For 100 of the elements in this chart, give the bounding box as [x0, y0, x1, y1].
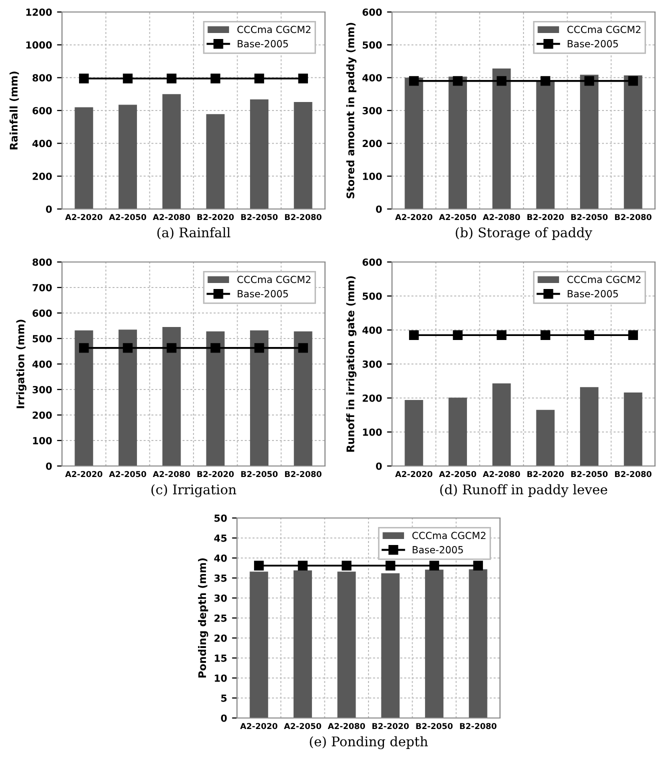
bar — [294, 102, 312, 209]
y-tick-label: 200 — [32, 411, 52, 419]
y-tick-label: 100 — [363, 428, 382, 436]
x-tick-label: A2-2020 — [65, 471, 102, 478]
x-tick-label: B2-2020 — [527, 471, 564, 478]
y-tick-label: 200 — [32, 172, 52, 180]
y-tick-label: 600 — [362, 258, 382, 266]
x-tick-label: A2-2020 — [395, 471, 432, 478]
y-tick-label: 800 — [32, 74, 52, 82]
y-tick-label: 0 — [220, 714, 227, 722]
legend-label: Base-2005 — [412, 546, 463, 554]
x-tick-label: B2-2020 — [197, 471, 234, 478]
x-tick-label: A2-2050 — [108, 214, 146, 220]
y-tick-label: 500 — [362, 292, 382, 300]
y-axis-title: Rainfall (mm) — [10, 72, 19, 150]
x-tick-label: A2-2050 — [284, 723, 322, 730]
y-tick-label: 400 — [32, 140, 52, 148]
bar — [162, 94, 181, 209]
y-tick-label: 40 — [214, 554, 227, 562]
x-tick-label: B2-2050 — [416, 723, 453, 730]
x-tick-label: B2-2080 — [460, 723, 496, 730]
y-tick-label: 0 — [46, 462, 52, 470]
y-tick-label: 100 — [363, 172, 382, 180]
y-tick-label: 700 — [32, 284, 52, 292]
x-tick-label: A2-2020 — [395, 214, 432, 220]
text: (e) Ponding depth — [310, 736, 428, 750]
y-tick-label: 50 — [214, 514, 227, 522]
legend-label: CCCma CGCM2 — [412, 532, 486, 540]
x-tick-label: B2-2080 — [615, 471, 652, 478]
y-tick-label: 100 — [33, 436, 52, 444]
y-tick-label: 1200 — [26, 8, 52, 16]
y-tick-label: 400 — [32, 360, 52, 368]
x-tick-label: A2-2080 — [482, 471, 520, 478]
bar — [448, 76, 467, 209]
legend-label: CCCma CGCM2 — [567, 276, 640, 284]
y-tick-label: 30 — [214, 594, 227, 602]
x-tick-label: B2-2050 — [241, 471, 278, 478]
y-tick-label: 25 — [214, 614, 227, 622]
y-tick-label: 0 — [376, 205, 382, 213]
y-tick-label: 15 — [214, 654, 227, 662]
bar — [580, 74, 598, 209]
x-tick-label: B2-2050 — [571, 214, 608, 220]
y-tick-label: 45 — [214, 534, 227, 542]
y-tick-label: 200 — [362, 394, 382, 402]
bar — [118, 104, 137, 209]
x-tick-label: B2-2020 — [372, 723, 409, 730]
x-tick-label: A2-2020 — [240, 723, 278, 730]
text: (a) Rainfall — [157, 227, 230, 240]
legend-label: Base-2005 — [568, 290, 618, 298]
x-tick-label: A2-2050 — [438, 214, 476, 220]
y-tick-label: 600 — [32, 309, 52, 317]
bar — [536, 80, 555, 209]
y-tick-label: 300 — [362, 360, 382, 368]
y-tick-label: 200 — [362, 140, 382, 148]
y-tick-label: 20 — [214, 634, 227, 642]
legend-label: Base-2005 — [568, 40, 618, 48]
text: (d) Runoff in paddy levee — [440, 484, 608, 498]
legend-label: Base-2005 — [238, 290, 288, 298]
text: (c) Irrigation — [151, 484, 236, 498]
legend-label: CCCma CGCM2 — [567, 26, 640, 34]
x-tick-label: B2-2020 — [197, 214, 234, 220]
y-tick-label: 300 — [32, 386, 52, 394]
x-tick-label: B2-2080 — [615, 214, 652, 220]
bar — [448, 398, 467, 466]
legend-label: CCCma CGCM2 — [237, 26, 310, 34]
y-tick-label: 5 — [221, 694, 227, 702]
bar — [404, 400, 424, 466]
x-tick-label: B2-2050 — [571, 471, 608, 478]
text: (b) Storage of paddy — [456, 227, 592, 240]
x-tick-label: A2-2080 — [152, 471, 190, 478]
x-tick-label: A2-2080 — [152, 214, 190, 220]
bar — [624, 392, 642, 466]
y-tick-label: 500 — [32, 334, 52, 342]
x-tick-label: A2-2050 — [438, 471, 476, 478]
y-tick-label: 0 — [46, 205, 52, 213]
y-tick-label: 800 — [32, 258, 52, 266]
legend-label: Base-2005 — [238, 40, 288, 48]
bar — [206, 114, 225, 209]
y-tick-label: 1000 — [26, 41, 52, 49]
bar — [624, 75, 642, 209]
x-tick-label: B2-2020 — [527, 214, 564, 220]
y-axis-title: Irrigation (mm) — [16, 320, 26, 408]
y-tick-label: 35 — [214, 574, 227, 582]
x-tick-label: A2-2020 — [65, 214, 102, 220]
x-tick-label: A2-2080 — [328, 723, 365, 730]
y-tick-label: 300 — [362, 106, 382, 114]
y-tick-label: 0 — [376, 462, 382, 470]
y-tick-label: 10 — [214, 674, 227, 682]
y-axis-title: Stored amount in paddy (mm) — [346, 22, 356, 198]
x-tick-label: A2-2050 — [108, 471, 146, 478]
legend-label: CCCma CGCM2 — [237, 276, 310, 284]
y-axis-title: Runoff in irrigation gate (mm) — [346, 276, 356, 452]
y-tick-label: 600 — [362, 8, 382, 16]
x-tick-label: B2-2080 — [285, 471, 322, 478]
bar — [492, 68, 511, 209]
y-tick-label: 400 — [362, 74, 382, 82]
bar — [404, 78, 424, 209]
y-tick-label: 600 — [32, 106, 52, 114]
bar — [536, 410, 555, 466]
bar — [580, 387, 598, 466]
